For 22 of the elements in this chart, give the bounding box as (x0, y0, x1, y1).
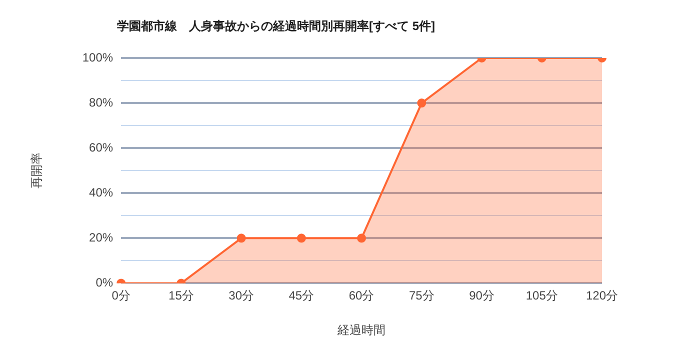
point (236, 234, 246, 243)
point (296, 234, 306, 243)
y-axis-title: 再開率 (30, 152, 44, 189)
x-tick-label: 0分 (112, 288, 130, 303)
y-tick-label: 0% (96, 276, 114, 290)
x-tick-label: 45分 (288, 288, 314, 303)
x-tick-label: 105分 (526, 288, 558, 303)
x-tick-label: 90分 (469, 288, 494, 303)
x-tick-label: 30分 (228, 288, 254, 303)
point (357, 234, 366, 243)
x-tick-label: 60分 (348, 288, 374, 303)
y-tick-label: 100% (82, 50, 114, 64)
y-tick-label: 80% (89, 95, 114, 110)
y-tick-label: 20% (89, 230, 114, 244)
x-tick-label: 75分 (408, 288, 434, 303)
y-tick-label: 40% (89, 185, 114, 200)
chart-title: 学園都市線 人身事故からの経過時間別再開率[すべて 5件] (117, 18, 435, 35)
x-tick-label: 15分 (168, 288, 194, 303)
x-tick-label: 120分 (586, 288, 618, 303)
point (417, 98, 426, 108)
y-tick-label: 60% (89, 140, 114, 154)
x-axis-title: 経過時間 (336, 323, 386, 338)
